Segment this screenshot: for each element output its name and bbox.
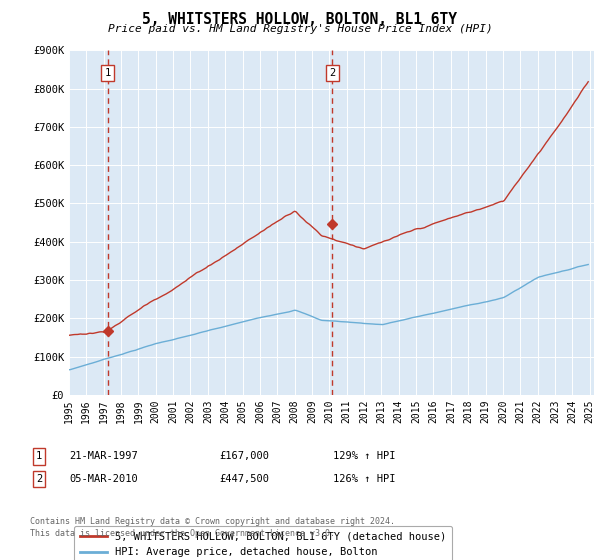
- Text: 5, WHITSTERS HOLLOW, BOLTON, BL1 6TY: 5, WHITSTERS HOLLOW, BOLTON, BL1 6TY: [143, 12, 458, 27]
- Text: 1: 1: [104, 68, 110, 78]
- Text: 126% ↑ HPI: 126% ↑ HPI: [333, 474, 395, 484]
- Text: Contains HM Land Registry data © Crown copyright and database right 2024.: Contains HM Land Registry data © Crown c…: [30, 517, 395, 526]
- Text: £167,000: £167,000: [219, 451, 269, 461]
- Text: £447,500: £447,500: [219, 474, 269, 484]
- Text: 1: 1: [36, 451, 42, 461]
- Text: 05-MAR-2010: 05-MAR-2010: [69, 474, 138, 484]
- Text: Price paid vs. HM Land Registry's House Price Index (HPI): Price paid vs. HM Land Registry's House …: [107, 24, 493, 34]
- Legend: 5, WHITSTERS HOLLOW, BOLTON, BL1 6TY (detached house), HPI: Average price, detac: 5, WHITSTERS HOLLOW, BOLTON, BL1 6TY (de…: [74, 526, 452, 560]
- Text: 129% ↑ HPI: 129% ↑ HPI: [333, 451, 395, 461]
- Text: This data is licensed under the Open Government Licence v3.0.: This data is licensed under the Open Gov…: [30, 529, 335, 538]
- Text: 2: 2: [36, 474, 42, 484]
- Text: 21-MAR-1997: 21-MAR-1997: [69, 451, 138, 461]
- Text: 2: 2: [329, 68, 335, 78]
